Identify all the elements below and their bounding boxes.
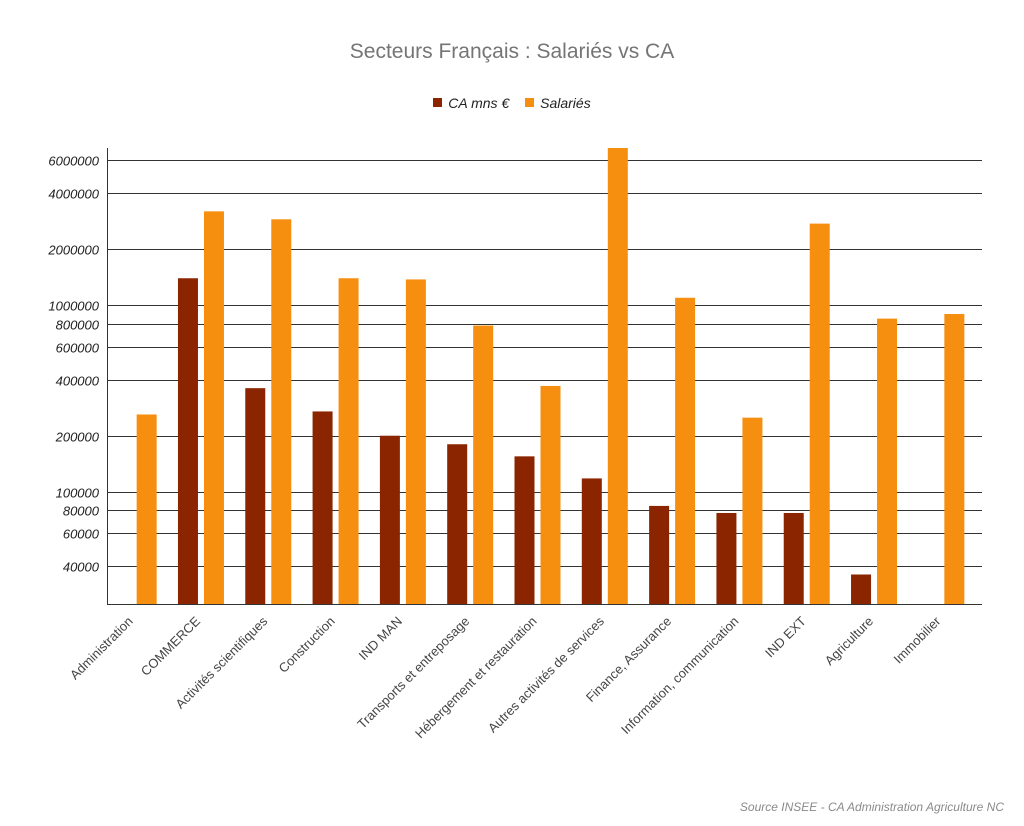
y-tick-label: 600000: [56, 341, 100, 356]
bar-ca[interactable]: [379, 435, 400, 604]
bar-ca[interactable]: [581, 478, 602, 604]
bar-ca[interactable]: [245, 388, 266, 604]
bar-salaries[interactable]: [203, 211, 224, 604]
y-tick-label: 400000: [56, 374, 100, 389]
bar-salaries[interactable]: [607, 148, 628, 604]
axes: [107, 148, 982, 605]
y-tick-label: 100000: [56, 486, 100, 501]
bar-ca[interactable]: [716, 512, 737, 604]
bar-salaries[interactable]: [809, 223, 830, 604]
bar-salaries[interactable]: [136, 414, 157, 604]
bar-salaries[interactable]: [271, 219, 292, 605]
x-category-label: Information, communication: [618, 614, 742, 738]
bar-salaries[interactable]: [540, 385, 561, 604]
legend-item-ca[interactable]: CA mns €: [433, 95, 509, 111]
source-note: Source INSEE - CA Administration Agricul…: [739, 800, 1004, 814]
legend-item-salaries[interactable]: Salariés: [525, 95, 591, 111]
bar-salaries[interactable]: [405, 279, 426, 604]
x-category-label: Immobilier: [890, 613, 943, 666]
bar-ca[interactable]: [514, 456, 535, 604]
x-category-label: COMMERCE: [138, 613, 203, 678]
legend-label-salaries: Salariés: [540, 94, 591, 111]
y-tick-label: 200000: [55, 430, 100, 445]
bar-ca[interactable]: [851, 574, 872, 604]
bar-ca[interactable]: [649, 505, 670, 604]
bar-ca[interactable]: [312, 411, 333, 604]
legend: CA mns € Salariés: [0, 94, 1024, 111]
legend-swatch-ca: [433, 98, 443, 107]
bar-salaries[interactable]: [944, 314, 965, 604]
y-tick-label: 1000000: [48, 299, 99, 314]
y-tick-label: 4000000: [48, 187, 99, 202]
y-tick-label: 6000000: [48, 154, 99, 169]
y-tick-label: 2000000: [47, 243, 99, 258]
y-tick-label: 80000: [63, 504, 100, 519]
x-category-label: Construction: [275, 614, 337, 676]
x-category-label: Administration: [67, 614, 136, 683]
bar-salaries[interactable]: [877, 318, 898, 604]
bar-salaries[interactable]: [675, 297, 696, 604]
x-category-label: IND MAN: [356, 614, 405, 663]
bar-salaries[interactable]: [473, 325, 494, 604]
legend-swatch-salaries: [525, 98, 535, 107]
bars: [136, 148, 965, 605]
bar-ca[interactable]: [447, 444, 468, 604]
y-tick-label: 800000: [56, 318, 100, 333]
y-tick-label: 40000: [63, 560, 100, 575]
y-tick-label: 60000: [63, 527, 100, 542]
x-category-label: Hébergement et restauration: [412, 614, 540, 742]
x-category-label: Autres activités de services: [485, 613, 607, 735]
legend-label-ca: CA mns €: [448, 94, 510, 111]
bar-salaries[interactable]: [742, 417, 763, 604]
x-category-label: Agriculture: [822, 614, 877, 669]
bar-ca[interactable]: [177, 278, 198, 604]
bar-ca[interactable]: [783, 512, 804, 604]
chart-title: Secteurs Français : Salariés vs CA: [349, 40, 675, 63]
bar-salaries[interactable]: [338, 278, 359, 604]
x-category-label: IND EXT: [762, 613, 809, 660]
y-tick-labels: 40000 60000 80000 100000 200000 400000 600000 8…: [47, 154, 99, 575]
x-category-label: Transports et entreposage: [354, 614, 472, 732]
